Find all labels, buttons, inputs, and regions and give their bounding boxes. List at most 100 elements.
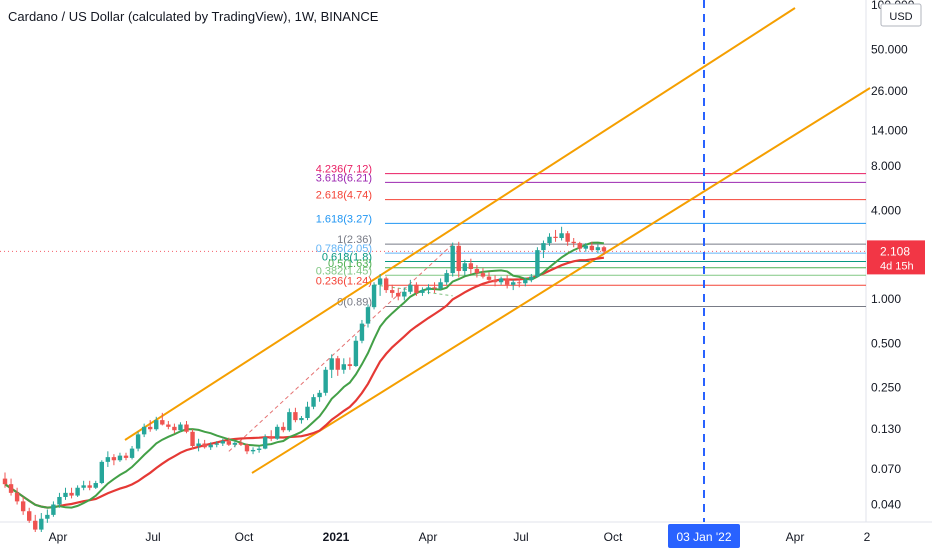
- candle-body: [190, 431, 195, 446]
- candle-body: [220, 441, 225, 444]
- candle-body: [390, 290, 395, 293]
- candle-body: [371, 284, 377, 308]
- candle-body: [87, 485, 92, 488]
- candle-body: [148, 426, 153, 430]
- candle-body: [426, 287, 431, 291]
- candle-body: [305, 406, 310, 419]
- candle-body: [111, 457, 117, 461]
- candle-body: [287, 412, 292, 431]
- candle-body: [27, 511, 32, 521]
- candle-body: [456, 245, 461, 272]
- candle-body: [184, 424, 189, 432]
- candle-body: [57, 496, 62, 505]
- candle-body: [523, 279, 528, 284]
- candle-body: [504, 278, 510, 285]
- x-tick-label: Apr: [49, 530, 68, 544]
- y-tick-label: 26.000: [871, 84, 908, 98]
- candle-body: [601, 247, 607, 252]
- candle-body: [178, 424, 183, 431]
- candle-body: [8, 484, 14, 493]
- projection-line: [228, 243, 454, 452]
- candle-body: [135, 434, 141, 449]
- candle-body: [269, 437, 274, 439]
- y-tick-label: 14.000: [871, 124, 908, 138]
- candle-body: [317, 392, 322, 398]
- candle-body: [293, 412, 298, 421]
- candle-body: [117, 455, 123, 461]
- candle-body: [565, 233, 570, 242]
- candle-body: [14, 492, 20, 502]
- candle-body: [99, 461, 104, 484]
- fib-level-label: 0.786(2.05): [316, 243, 372, 255]
- candle-body: [250, 449, 256, 452]
- last-price-label: 2.108: [880, 244, 910, 258]
- candle-body: [511, 282, 516, 285]
- ma-fast-line: [4, 241, 605, 509]
- candle-body: [69, 492, 74, 496]
- forecast-date-badge: [668, 524, 740, 548]
- candle-body: [541, 243, 546, 251]
- candle-body: [432, 287, 437, 289]
- candle-body: [553, 236, 558, 238]
- fib-level-label: 0.5(1.63): [328, 258, 372, 270]
- y-tick-label: 0.070: [871, 462, 901, 476]
- forecast-date-label: 03 Jan '22: [676, 530, 731, 544]
- candle-body: [365, 307, 371, 324]
- candle-body: [480, 273, 486, 277]
- candle-body: [75, 487, 80, 496]
- candle-body: [33, 520, 38, 530]
- candle-body: [93, 483, 98, 488]
- x-tick-label: 2: [864, 530, 871, 544]
- currency-box: [880, 3, 922, 27]
- candle-body: [414, 284, 419, 293]
- y-tick-label: 50.000: [871, 42, 908, 56]
- candle-body: [154, 420, 159, 430]
- candle-body: [420, 290, 425, 293]
- countdown-label: 4d 15h: [880, 260, 914, 272]
- candle-body: [474, 268, 480, 274]
- y-tick-label: 0.250: [871, 381, 901, 395]
- candle-body: [486, 276, 492, 280]
- candle-body: [323, 369, 328, 393]
- candle-body: [45, 514, 50, 519]
- candle-body: [444, 273, 449, 283]
- candle-body: [559, 233, 564, 238]
- candle-body: [208, 444, 213, 448]
- fib-level-label: 0.382(1.45): [316, 265, 372, 277]
- y-tick-label: 1.000: [871, 292, 901, 306]
- candle-body: [583, 245, 588, 249]
- x-tick-label: Jul: [513, 530, 528, 544]
- candle-body: [383, 278, 389, 291]
- candle-body: [51, 504, 56, 515]
- currency-label: USD: [889, 11, 912, 23]
- last-price-badge: [867, 240, 925, 275]
- candle-body: [517, 282, 522, 284]
- candle-body: [595, 247, 601, 251]
- candle-body: [529, 276, 534, 280]
- fib-level-label: 1.618(3.27): [316, 213, 372, 225]
- candle-body: [262, 437, 268, 449]
- candle-body: [232, 442, 238, 445]
- candle-body: [589, 245, 595, 251]
- candle-body: [335, 358, 340, 370]
- fib-level-label: 0.618(1.8): [322, 251, 372, 263]
- candle-body: [141, 426, 147, 435]
- candle-body: [105, 457, 111, 462]
- candle-body: [160, 420, 165, 425]
- candle-body: [20, 501, 26, 512]
- ma-slow-line: [4, 256, 605, 509]
- candle-body: [438, 282, 443, 289]
- candle-body: [256, 448, 262, 450]
- y-tick-label: 8.000: [871, 159, 901, 173]
- candle-body: [492, 279, 498, 283]
- candle-body: [244, 444, 250, 452]
- candle-body: [402, 291, 407, 297]
- candle-body: [202, 443, 207, 448]
- candle-body: [359, 323, 365, 341]
- candle-body: [468, 263, 474, 269]
- candle-body: [81, 485, 86, 488]
- x-tick-label: Oct: [235, 530, 254, 544]
- candle-body: [196, 443, 201, 446]
